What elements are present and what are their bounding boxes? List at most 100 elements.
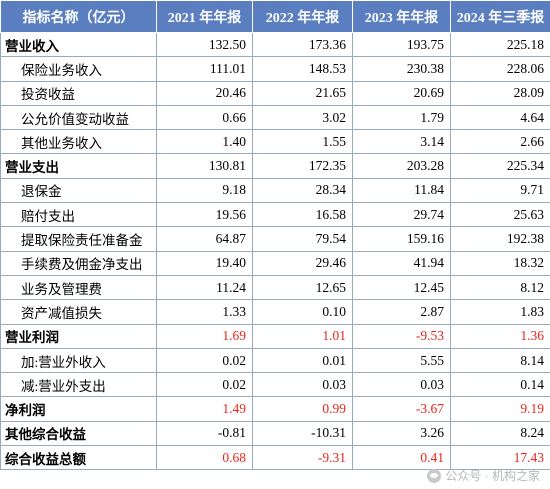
value-2022: 0.01 <box>252 347 353 374</box>
value-2022: 29.46 <box>252 250 353 276</box>
value-2024q3: 2.66 <box>450 129 550 155</box>
value-2021: 132.50 <box>156 31 253 58</box>
value-2024q3: 192.38 <box>450 226 550 252</box>
value-2021: 111.01 <box>156 56 253 82</box>
value-2024q3: 17.43 <box>450 445 550 471</box>
value-2024q3: 9.19 <box>450 396 550 422</box>
row-label: 营业利润 <box>0 323 157 349</box>
row-label: 综合收益总额 <box>0 445 157 471</box>
value-2024q3: 225.18 <box>450 31 550 58</box>
value-2021: -0.81 <box>156 420 253 447</box>
value-2022: 28.34 <box>252 177 353 204</box>
value-2024q3: 1.36 <box>450 323 550 349</box>
value-2024q3: 8.12 <box>450 274 550 301</box>
value-2024q3: 228.06 <box>450 56 550 82</box>
value-2024q3: 8.24 <box>450 420 550 447</box>
table-row: 营业支出 130.81 172.35 203.28 225.34 <box>0 153 550 179</box>
table-row: 提取保险责任准备金 64.87 79.54 159.16 192.38 <box>0 226 550 252</box>
value-2023: -9.53 <box>352 323 451 349</box>
table-row: 手续费及佣金净支出 19.40 29.46 41.94 18.32 <box>0 250 550 276</box>
row-label: 业务及管理费 <box>0 274 157 301</box>
table-row: 资产减值损失 1.33 0.10 2.87 1.83 <box>0 299 550 325</box>
value-2022: 0.10 <box>252 299 353 325</box>
value-2023: 11.84 <box>352 177 451 204</box>
header-2022: 2022 年年报 <box>252 0 353 33</box>
value-2024q3: 8.14 <box>450 347 550 374</box>
value-2024q3: 0.14 <box>450 372 550 398</box>
value-2021: 19.56 <box>156 202 253 228</box>
value-2022: 148.53 <box>252 56 353 82</box>
value-2024q3: 28.09 <box>450 80 550 106</box>
header-2024q3: 2024 年三季报 <box>450 0 550 33</box>
row-label: 其他业务收入 <box>0 129 157 155</box>
table-row: 公允价值变动收益 0.66 3.02 1.79 4.64 <box>0 104 550 131</box>
row-label: 保险业务收入 <box>0 56 157 82</box>
row-label: 其他综合收益 <box>0 420 157 447</box>
value-2021: 1.49 <box>156 396 253 422</box>
value-2024q3: 225.34 <box>450 153 550 179</box>
value-2023: 5.55 <box>352 347 451 374</box>
financial-table: 指标名称（亿元） 2021 年年报 2022 年年报 2023 年年报 2024… <box>0 0 550 471</box>
value-2022: 1.55 <box>252 129 353 155</box>
table-row: 减:营业外支出 0.02 0.03 0.03 0.14 <box>0 372 550 398</box>
table-row: 退保金 9.18 28.34 11.84 9.71 <box>0 177 550 204</box>
value-2022: 1.01 <box>252 323 353 349</box>
value-2021: 1.40 <box>156 129 253 155</box>
table-row: 保险业务收入 111.01 148.53 230.38 228.06 <box>0 56 550 82</box>
row-label: 减:营业外支出 <box>0 372 157 398</box>
table-row: 营业利润 1.69 1.01 -9.53 1.36 <box>0 323 550 349</box>
value-2023: 0.41 <box>352 445 451 471</box>
header-2023: 2023 年年报 <box>352 0 451 33</box>
table-header-row: 指标名称（亿元） 2021 年年报 2022 年年报 2023 年年报 2024… <box>0 0 550 33</box>
value-2023: 2.87 <box>352 299 451 325</box>
value-2023: 0.03 <box>352 372 451 398</box>
table-row: 净利润 1.49 0.99 -3.67 9.19 <box>0 396 550 422</box>
row-label: 退保金 <box>0 177 157 204</box>
table-body: 营业收入 132.50 173.36 193.75 225.18 保险业务收入 111.01… <box>0 31 550 471</box>
header-2021: 2021 年年报 <box>156 0 253 33</box>
value-2021: 130.81 <box>156 153 253 179</box>
table-row: 其他综合收益 -0.81 -10.31 3.26 8.24 <box>0 420 550 447</box>
row-label: 营业收入 <box>0 31 157 58</box>
value-2024q3: 1.83 <box>450 299 550 325</box>
value-2023: 203.28 <box>352 153 451 179</box>
value-2023: 159.16 <box>352 226 451 252</box>
value-2021: 0.02 <box>156 347 253 374</box>
value-2023: 193.75 <box>352 31 451 58</box>
table-row: 营业收入 132.50 173.36 193.75 225.18 <box>0 31 550 58</box>
table-row: 赔付支出 19.56 16.58 29.74 25.63 <box>0 202 550 228</box>
row-label: 营业支出 <box>0 153 157 179</box>
value-2023: -3.67 <box>352 396 451 422</box>
row-label: 资产减值损失 <box>0 299 157 325</box>
value-2024q3: 4.64 <box>450 104 550 131</box>
value-2021: 1.69 <box>156 323 253 349</box>
value-2023: 41.94 <box>352 250 451 276</box>
value-2022: 0.03 <box>252 372 353 398</box>
row-label: 净利润 <box>0 396 157 422</box>
row-label: 公允价值变动收益 <box>0 104 157 131</box>
wechat-icon <box>427 468 442 483</box>
value-2022: -9.31 <box>252 445 353 471</box>
value-2024q3: 9.71 <box>450 177 550 204</box>
row-label: 赔付支出 <box>0 202 157 228</box>
value-2022: 21.65 <box>252 80 353 106</box>
value-2021: 9.18 <box>156 177 253 204</box>
value-2023: 20.69 <box>352 80 451 106</box>
value-2023: 1.79 <box>352 104 451 131</box>
row-label: 加:营业外收入 <box>0 347 157 374</box>
row-label: 手续费及佣金净支出 <box>0 250 157 276</box>
value-2023: 29.74 <box>352 202 451 228</box>
value-2021: 0.02 <box>156 372 253 398</box>
value-2023: 230.38 <box>352 56 451 82</box>
value-2024q3: 18.32 <box>450 250 550 276</box>
row-label: 提取保险责任准备金 <box>0 226 157 252</box>
value-2021: 0.68 <box>156 445 253 471</box>
table-row: 业务及管理费 11.24 12.65 12.45 8.12 <box>0 274 550 301</box>
value-2022: -10.31 <box>252 420 353 447</box>
value-2021: 20.46 <box>156 80 253 106</box>
table-row: 加:营业外收入 0.02 0.01 5.55 8.14 <box>0 347 550 374</box>
table-row: 投资收益 20.46 21.65 20.69 28.09 <box>0 80 550 106</box>
header-indicator: 指标名称（亿元） <box>0 0 157 33</box>
value-2021: 0.66 <box>156 104 253 131</box>
value-2022: 12.65 <box>252 274 353 301</box>
